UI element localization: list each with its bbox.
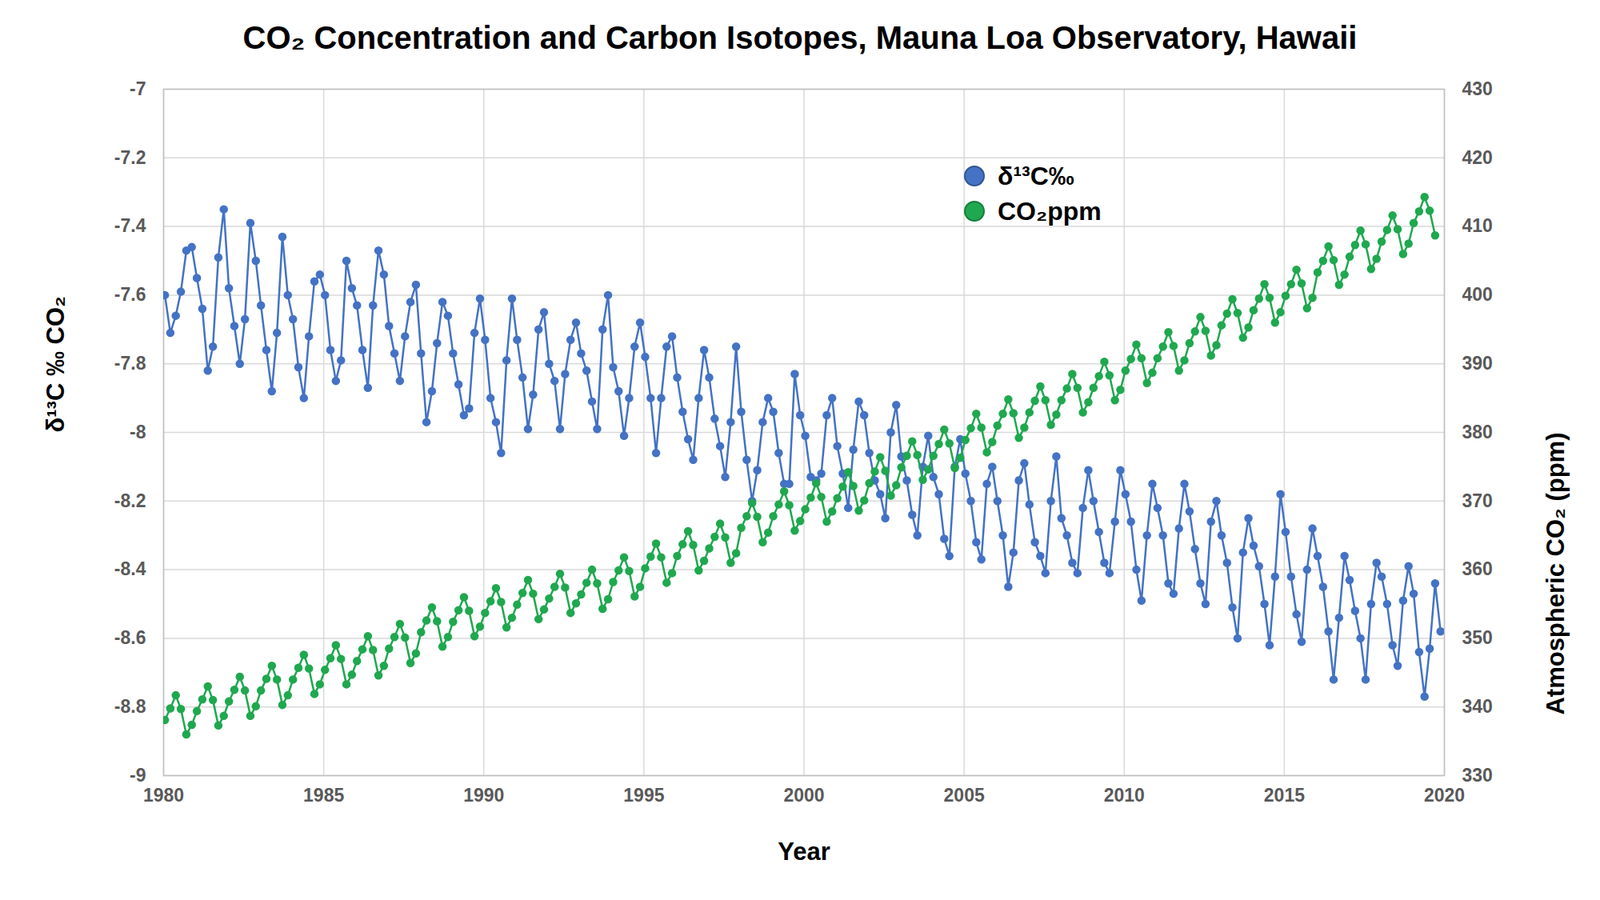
svg-text:410: 410 (1462, 215, 1493, 236)
svg-text:1985: 1985 (303, 784, 344, 806)
svg-text:-7.4: -7.4 (114, 215, 147, 236)
svg-text:2015: 2015 (1264, 784, 1305, 806)
svg-text:-9: -9 (129, 764, 146, 786)
svg-text:δ¹³C ‰ CO₂: δ¹³C ‰ CO₂ (41, 296, 70, 432)
svg-text:-8.8: -8.8 (114, 696, 147, 717)
svg-text:430: 430 (1462, 78, 1493, 100)
svg-text:330: 330 (1462, 764, 1493, 786)
svg-text:-7: -7 (129, 78, 146, 100)
svg-text:350: 350 (1462, 627, 1493, 648)
svg-text:1980: 1980 (143, 784, 184, 806)
svg-text:2020: 2020 (1424, 784, 1465, 806)
svg-text:420: 420 (1462, 147, 1493, 168)
html-text:CO₂ Concentration and Carbon I: CO₂ Concentration and Carbon Isotopes, M… (242, 20, 1358, 56)
svg-text:1990: 1990 (463, 784, 504, 806)
svg-text:340: 340 (1462, 696, 1493, 717)
svg-text:-8.6: -8.6 (114, 627, 147, 648)
svg-text:Year: Year (777, 837, 831, 866)
svg-text:380: 380 (1462, 421, 1493, 443)
svg-text:2000: 2000 (783, 784, 824, 806)
svg-text:-8: -8 (129, 421, 147, 443)
svg-text:-8.4: -8.4 (114, 558, 147, 580)
svg-text:2005: 2005 (944, 784, 985, 806)
svg-text:-7.8: -7.8 (114, 352, 147, 374)
svg-text:-7.6: -7.6 (114, 284, 147, 305)
svg-text:Atmospheric CO₂ (ppm): Atmospheric CO₂ (ppm) (1541, 432, 1570, 716)
svg-text:-7.2: -7.2 (114, 147, 147, 168)
svg-text:2010: 2010 (1104, 784, 1145, 806)
svg-text:400: 400 (1462, 284, 1493, 305)
html-text:δ¹³C‰: δ¹³C‰ (997, 161, 1075, 190)
svg-text:-8.2: -8.2 (114, 490, 147, 512)
html-text:CO₂ppm: CO₂ppm (997, 196, 1102, 226)
svg-text:360: 360 (1462, 558, 1493, 580)
svg-text:370: 370 (1462, 490, 1493, 512)
svg-text:1995: 1995 (623, 784, 664, 806)
svg-text:390: 390 (1462, 352, 1493, 374)
